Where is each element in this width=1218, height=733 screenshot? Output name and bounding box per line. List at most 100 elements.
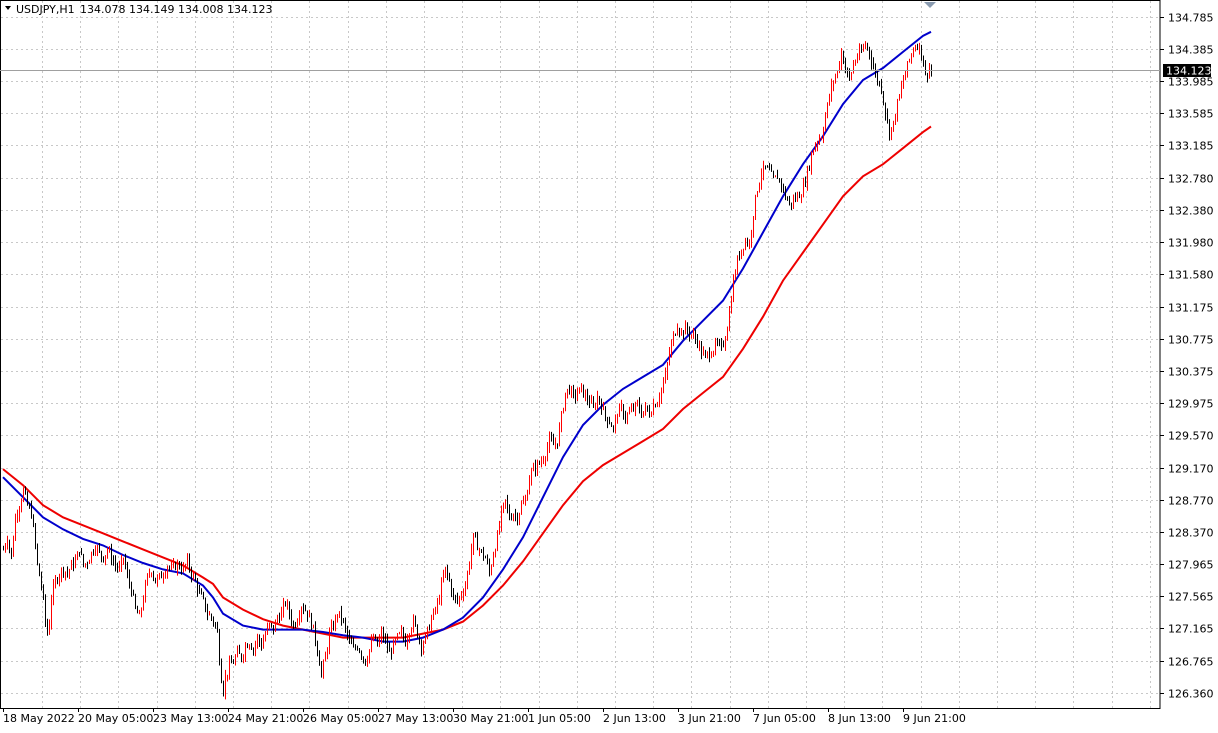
candle-body [647, 405, 648, 411]
symbol-menu-triangle-icon[interactable] [5, 6, 11, 10]
candle-body [53, 585, 54, 600]
candle-body [569, 389, 570, 394]
chart-shift-marker-icon[interactable] [924, 2, 936, 8]
ohlc-values: 134.078 134.149 134.008 134.123 [80, 3, 272, 16]
candle-body [851, 72, 852, 79]
candle-body [839, 65, 840, 71]
x-tick-label: 27 May 13:00 [378, 712, 453, 725]
candle-body [865, 44, 866, 47]
y-tick-label: 129.975 [1168, 398, 1214, 411]
candle-body [375, 637, 376, 639]
candle-body [853, 63, 854, 73]
candle-body [887, 114, 888, 121]
candle-body [43, 586, 44, 598]
candle-body [531, 470, 532, 480]
candle-body [743, 248, 744, 250]
candle-body [445, 567, 446, 576]
candle-body [507, 499, 508, 508]
candle-body [287, 603, 288, 605]
candle-body [487, 557, 488, 563]
candle-body [683, 331, 684, 335]
candle-body [461, 595, 462, 597]
candle-body [307, 610, 308, 618]
candle-body [693, 334, 694, 336]
candle-body [573, 388, 574, 393]
candle-body [239, 649, 240, 654]
y-tick-label: 126.360 [1168, 688, 1214, 701]
candle-body [525, 500, 526, 502]
candle-body [125, 558, 126, 567]
candle-body [187, 557, 188, 565]
candle-body [919, 45, 920, 49]
candle-body [457, 597, 458, 602]
candle-body [493, 555, 494, 566]
candle-body [767, 166, 768, 168]
candle-body [643, 411, 644, 417]
candle-body [153, 573, 154, 578]
candle-body [113, 561, 114, 563]
candle-body [593, 400, 594, 407]
current-price-label: 134.123 [1166, 65, 1212, 78]
candle-body [79, 552, 80, 554]
candle-body [697, 338, 698, 346]
x-tick-label: 23 May 13:00 [153, 712, 228, 725]
candle-body [419, 637, 420, 641]
candle-body [469, 564, 470, 573]
candle-body [241, 653, 242, 661]
candle-body [205, 597, 206, 610]
candle-body [447, 567, 448, 575]
candle-body [777, 175, 778, 179]
moving-averages [2, 30, 932, 643]
candle-body [667, 363, 668, 374]
y-tick-label: 128.770 [1168, 495, 1214, 508]
candle-body [215, 623, 216, 625]
candle-body [143, 600, 144, 609]
y-tick-label: 132.380 [1168, 205, 1214, 218]
candle-body [761, 174, 762, 184]
candle-body [247, 645, 248, 648]
y-tick-label: 133.985 [1168, 76, 1214, 89]
candle-body [657, 403, 658, 407]
candle-body [379, 638, 380, 646]
candle-body [471, 549, 472, 565]
candle-body [463, 593, 464, 596]
y-tick-label: 131.175 [1168, 302, 1214, 315]
candle-body [165, 574, 166, 578]
candle-body [159, 573, 160, 578]
candle-body [627, 413, 628, 420]
candle-body [677, 329, 678, 335]
candle-body [243, 655, 244, 661]
candle-body [535, 465, 536, 471]
candle-body [189, 557, 190, 569]
candle-body [381, 630, 382, 639]
candle-body [543, 460, 544, 462]
candle-body [147, 574, 148, 584]
candle-body [781, 179, 782, 187]
candle-body [725, 340, 726, 346]
candle-body [433, 609, 434, 619]
x-tick-label: 30 May 21:00 [453, 712, 528, 725]
candle-body [499, 525, 500, 533]
candle-body [625, 416, 626, 420]
candle-body [795, 198, 796, 200]
candle-body [283, 603, 284, 612]
candle-body [251, 645, 252, 650]
candle-body [45, 597, 46, 622]
candle-body [905, 72, 906, 81]
candle-body [733, 278, 734, 302]
candle-body [681, 331, 682, 333]
candle-body [859, 49, 860, 57]
candle-body [529, 479, 530, 494]
candle-body [111, 549, 112, 562]
candle-body [449, 574, 450, 581]
candle-body [319, 653, 320, 666]
candle-body [333, 625, 334, 629]
candle-body [91, 552, 92, 561]
candle-body [249, 645, 250, 648]
candle-body [679, 329, 680, 333]
candle-body [879, 82, 880, 84]
candle-body [51, 599, 52, 625]
